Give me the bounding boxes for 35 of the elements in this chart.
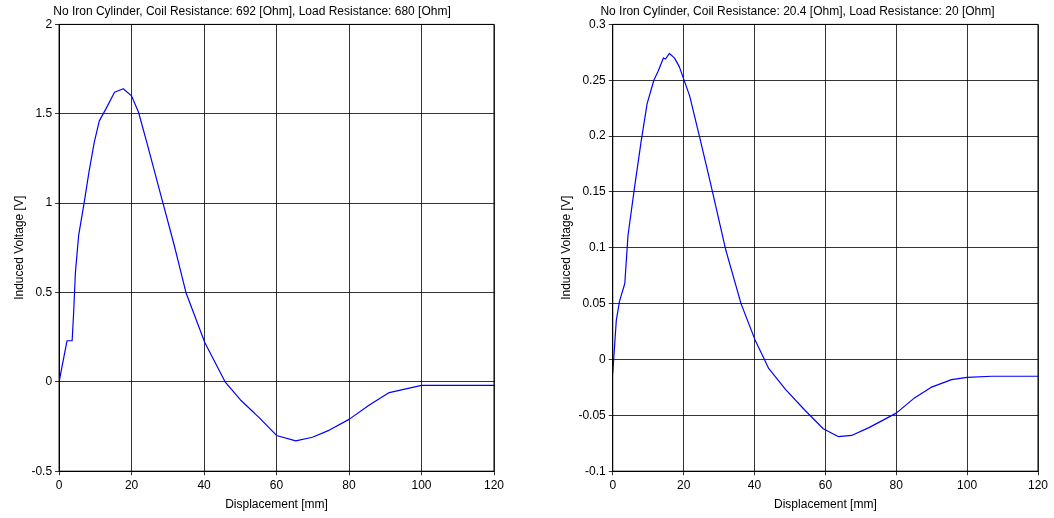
y-tick-label: -0.5 [31, 463, 53, 478]
x-tick-label: 80 [342, 477, 357, 492]
y-tick-label: 0 [45, 374, 53, 389]
y-tick-label: 0 [599, 351, 607, 366]
x-tick-label: 100 [957, 477, 978, 492]
y-tick-label: 2 [45, 16, 53, 31]
x-tick-label: 60 [269, 477, 284, 492]
x-axis-title: Displacement [mm] [774, 497, 877, 512]
x-tick-label: 20 [124, 477, 139, 492]
x-tick-label: 80 [889, 477, 904, 492]
y-tick-label: 0.15 [582, 184, 607, 199]
x-tick-label: 0 [55, 477, 63, 492]
x-tick-label: 60 [818, 477, 833, 492]
y-tick-label: 0.5 [35, 284, 53, 299]
y-axis-title: Induced Voltage [V] [11, 195, 26, 300]
x-tick-label: 40 [197, 477, 212, 492]
x-tick-label: 20 [676, 477, 691, 492]
y-tick-label: 0.2 [589, 128, 607, 143]
y-tick-label: 0.3 [589, 16, 607, 31]
y-tick-label: 0.25 [582, 72, 607, 87]
y-tick-label: -0.05 [578, 407, 607, 422]
y-axis-title: Induced Voltage [V] [558, 195, 573, 300]
x-tick-label: 40 [747, 477, 762, 492]
y-tick-label: 1.5 [35, 106, 53, 121]
y-tick-label: 0.1 [589, 240, 607, 255]
y-tick-label: 0.05 [582, 295, 607, 310]
y-tick-label: 1 [45, 195, 53, 210]
x-tick-label: 120 [483, 477, 505, 492]
x-tick-label: 0 [609, 477, 617, 492]
chart-title: No Iron Cylinder, Coil Resistance: 692 [Ohm], Load Resistance: 680 [Ohm] [53, 3, 451, 18]
y-tick-label: -0.1 [585, 463, 607, 478]
x-tick-label: 120 [1027, 477, 1049, 492]
x-tick-label: 100 [411, 477, 432, 492]
x-axis-title: Displacement [mm] [225, 497, 328, 512]
chart-title: No Iron Cylinder, Coil Resistance: 20.4 [Ohm], Load Resistance: 20 [Ohm] [600, 3, 995, 18]
